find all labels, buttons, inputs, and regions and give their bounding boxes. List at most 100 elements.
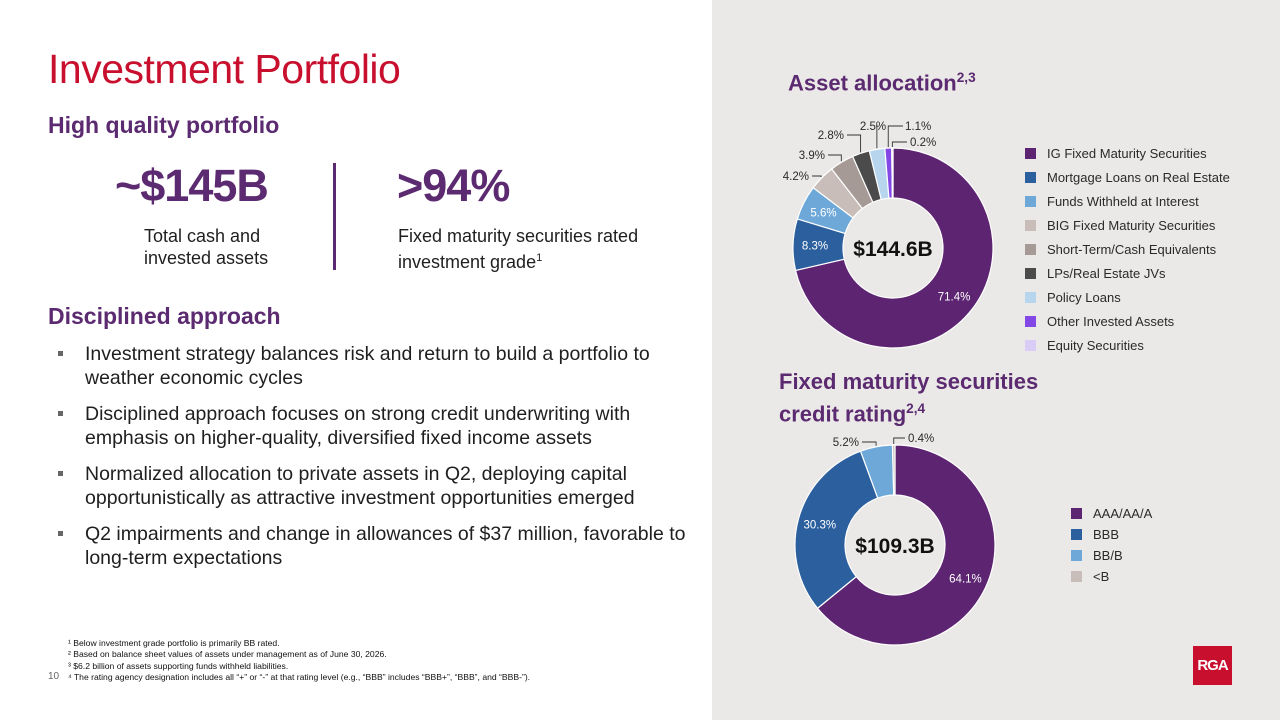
legend-swatch xyxy=(1025,172,1036,183)
footnote-ref: 1 xyxy=(536,252,543,264)
legend-item: Equity Securities xyxy=(1025,337,1230,361)
bullet-marker xyxy=(58,471,63,476)
legend-label: Other Invested Assets xyxy=(1047,314,1175,329)
legend-item: Mortgage Loans on Real Estate xyxy=(1025,169,1230,193)
bullet-marker xyxy=(58,531,63,536)
credit-rating-title-text: Fixed maturity securities credit rating xyxy=(779,369,1039,427)
legend-label: AAA/AA/A xyxy=(1093,506,1153,521)
bullet-item: Normalized allocation to private assets … xyxy=(50,462,690,510)
footnote: ⁴ The rating agency designation includes… xyxy=(68,671,531,682)
slice-callout-label: 4.2% xyxy=(783,171,809,183)
callout-line xyxy=(828,154,842,162)
bullet-item: Investment strategy balances risk and re… xyxy=(50,342,690,390)
investment-grade-description-text: Fixed maturity securities rated investme… xyxy=(398,226,639,272)
legend-item: LPs/Real Estate JVs xyxy=(1025,265,1230,289)
credit-rating-title: Fixed maturity securities credit rating2… xyxy=(779,368,1099,427)
legend-swatch xyxy=(1025,268,1036,279)
bullet-item: Disciplined approach focuses on strong c… xyxy=(50,402,690,450)
bullet-item: Q2 impairments and change in allowances … xyxy=(50,522,690,570)
legend-label: BB/B xyxy=(1093,548,1123,563)
page-number: 10 xyxy=(48,671,60,682)
legend-item: IG Fixed Maturity Securities xyxy=(1025,145,1230,169)
legend-label: Equity Securities xyxy=(1047,338,1144,353)
footnote: ¹ Below investment grade portfolio is pr… xyxy=(68,638,280,648)
donut-center-total: $109.3B xyxy=(855,535,934,558)
legend-label: Policy Loans xyxy=(1047,290,1121,305)
donut-slice xyxy=(891,147,894,199)
approach-bullet-list: Investment strategy balances risk and re… xyxy=(50,342,690,582)
donut-slice xyxy=(816,444,996,646)
bullet-text: Normalized allocation to private assets … xyxy=(85,463,635,509)
legend-label: IG Fixed Maturity Securities xyxy=(1047,146,1207,161)
legend-swatch xyxy=(1071,508,1082,519)
bullet-marker xyxy=(58,351,63,356)
slice-callout-label: 0.2% xyxy=(910,137,936,149)
disciplined-heading: Disciplined approach xyxy=(48,303,281,329)
bullet-text: Q2 impairments and change in allowances … xyxy=(85,523,686,569)
asset-allocation-legend: IG Fixed Maturity Securities Mortgage Loa… xyxy=(1025,145,1230,361)
bullet-text: Investment strategy balances risk and re… xyxy=(85,343,650,389)
donut-slice xyxy=(794,147,994,349)
legend-item: Funds Withheld at Interest xyxy=(1025,193,1230,217)
rga-logo: RGA xyxy=(1193,646,1232,685)
footnote: ² Based on balance sheet values of asset… xyxy=(68,649,387,660)
slice-value-label: 64.1% xyxy=(949,573,982,585)
slice-callout-label: 0.4% xyxy=(908,433,934,445)
slice-value-label: 71.4% xyxy=(938,292,971,304)
callout-line xyxy=(847,134,862,153)
legend-label: Mortgage Loans on Real Estate xyxy=(1047,170,1230,185)
slice-value-label: 30.3% xyxy=(803,519,836,531)
asset-allocation-title-text: Asset allocation xyxy=(788,70,957,96)
legend-swatch xyxy=(1025,316,1036,327)
total-assets-stat: ~$145B xyxy=(115,160,269,211)
legend-swatch xyxy=(1071,571,1082,582)
donut-slice xyxy=(891,444,896,496)
investment-grade-description: Fixed maturity securities rated investme… xyxy=(398,225,643,273)
legend-label: BBB xyxy=(1093,527,1120,542)
legend-item: BB/B xyxy=(1071,547,1152,568)
total-assets-description: Total cash and invested assets xyxy=(144,226,269,268)
credit-rating-donut: 64.1% 30.3% 5.2% 0.4% $109.3B xyxy=(794,433,996,646)
legend-label: <B xyxy=(1093,569,1110,584)
legend-swatch xyxy=(1071,550,1082,561)
slice-value-label: 5.6% xyxy=(810,208,836,220)
legend-label: BIG Fixed Maturity Securities xyxy=(1047,218,1216,233)
bullet-marker xyxy=(58,411,63,416)
asset-allocation-title: Asset allocation2,3 xyxy=(788,64,976,96)
donut-center-total: $144.6B xyxy=(853,238,932,261)
credit-rating-title-sup: 2,4 xyxy=(906,401,926,416)
slice-callout-label: 3.9% xyxy=(799,150,825,162)
legend-swatch xyxy=(1025,292,1036,303)
footnotes: ¹ Below investment grade portfolio is pr… xyxy=(68,638,688,683)
stat-divider xyxy=(333,163,336,270)
legend-swatch xyxy=(1025,244,1036,255)
legend-label: LPs/Real Estate JVs xyxy=(1047,266,1166,281)
legend-label: Funds Withheld at Interest xyxy=(1047,194,1199,209)
asset-allocation-donut: 71.4% 8.3% 5.6% 4.2% 3.9% 2.8% 2.5% 1.1% 0.2% $14… xyxy=(783,121,994,349)
legend-item: Short-Term/Cash Equivalents xyxy=(1025,241,1230,265)
page-title: Investment Portfolio xyxy=(48,46,401,92)
legend-item: AAA/AA/A xyxy=(1071,505,1152,526)
callout-line xyxy=(862,441,877,446)
slice-callout-label: 2.8% xyxy=(818,130,844,142)
slice-value-label: 8.3% xyxy=(802,240,828,252)
legend-swatch xyxy=(1025,196,1036,207)
legend-swatch xyxy=(1025,148,1036,159)
investment-grade-stat: >94% xyxy=(397,160,510,211)
legend-item: Policy Loans xyxy=(1025,289,1230,313)
asset-allocation-title-sup: 2,3 xyxy=(956,70,976,85)
legend-swatch xyxy=(1025,340,1036,351)
footnote: ³ $6.2 billion of assets supporting fund… xyxy=(68,660,289,671)
callout-line xyxy=(876,125,878,149)
legend-swatch xyxy=(1025,220,1036,231)
slice-callout-label: 2.5% xyxy=(860,121,886,133)
donut-slice xyxy=(794,450,879,610)
legend-item: BBB xyxy=(1071,526,1152,547)
legend-item: <B xyxy=(1071,568,1152,589)
slice-callout-label: 5.2% xyxy=(833,437,859,449)
legend-item: Other Invested Assets xyxy=(1025,313,1230,337)
callout-line xyxy=(812,175,822,178)
credit-rating-legend: AAA/AA/A BBB BB/B <B xyxy=(1071,505,1152,589)
slice-callout-label: 1.1% xyxy=(905,121,931,133)
